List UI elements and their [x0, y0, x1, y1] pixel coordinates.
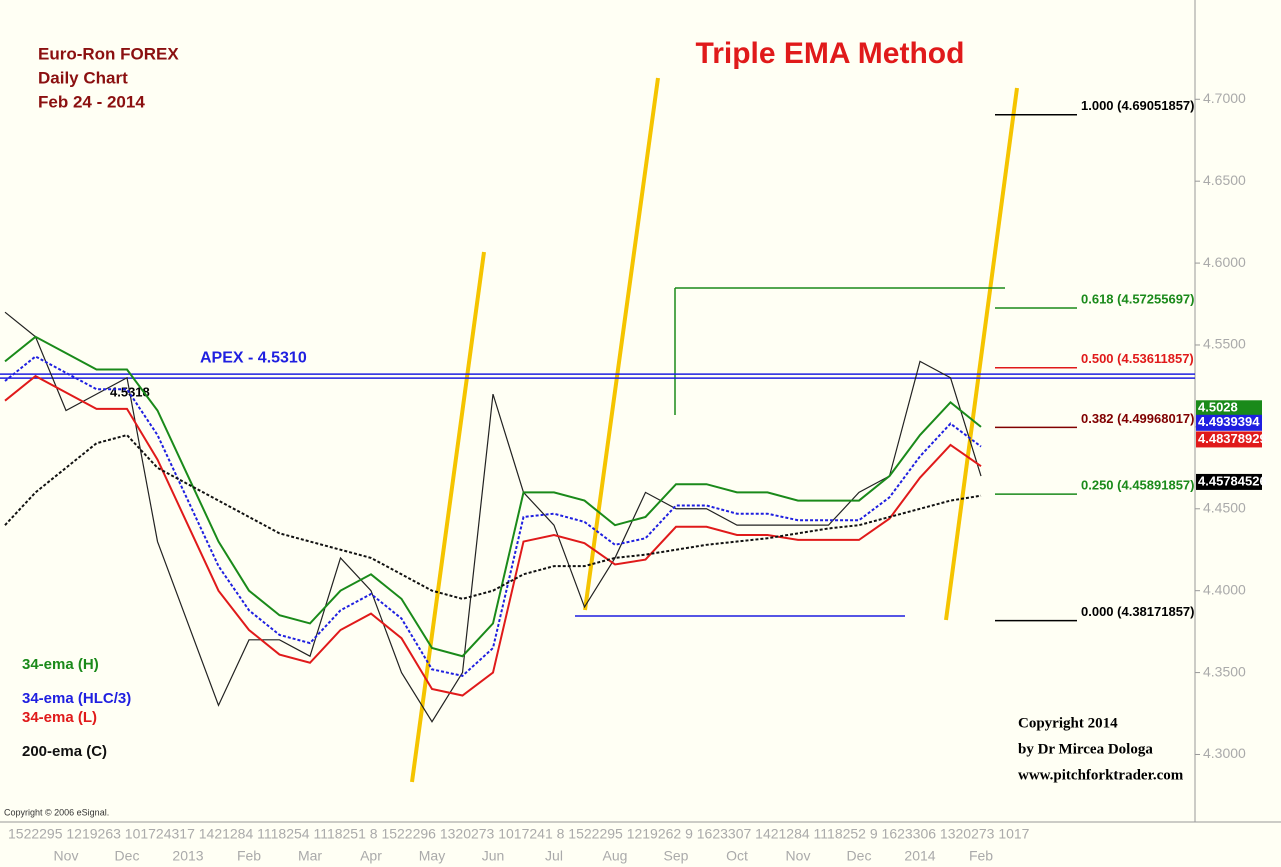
x-tick-label: Feb: [237, 848, 261, 864]
subtitle: Euro-Ron FOREX: [38, 44, 179, 63]
copyright: www.pitchforktrader.com: [1018, 767, 1184, 783]
y-tick-label: 4.6500: [1203, 172, 1246, 188]
fib-label: 0.250 (4.45891857): [1081, 478, 1194, 493]
x-tick-label: Mar: [298, 848, 322, 864]
price-line: [4, 311, 982, 723]
pitchfork-line: [944, 87, 1019, 621]
subtitle: Daily Chart: [38, 68, 128, 87]
y-tick-label: 4.4500: [1203, 499, 1246, 515]
price-label-box: [1196, 473, 1262, 490]
copyright: by Dr Mircea Dologa: [1018, 741, 1153, 757]
legend-entry: 34-ema (HLC/3): [22, 690, 131, 707]
price-label: 4.45784526: [1198, 473, 1267, 488]
legend-entry: 34-ema (L): [22, 709, 97, 726]
x-tick-label: Apr: [360, 848, 382, 864]
source: Copyright © 2006 eSignal.: [4, 807, 109, 817]
price-label: 4.48378929: [1198, 431, 1267, 446]
legend-entry: 34-ema (H): [22, 656, 99, 673]
x-tick-label: 2013: [172, 848, 203, 864]
day-row: 1522295 1219263 101724317 1421284 111825…: [8, 826, 1030, 842]
pitchfork-lines: [410, 77, 1019, 783]
price-label: 4.5028: [1198, 400, 1238, 415]
subtitle: Feb 24 - 2014: [38, 92, 145, 111]
y-tick-label: 4.3000: [1203, 745, 1246, 761]
ema-line: [4, 374, 982, 697]
x-tick-label: Nov: [54, 848, 79, 864]
y-tick-label: 4.6000: [1203, 254, 1246, 270]
fib-label: 0.382 (4.49968017): [1081, 411, 1194, 426]
x-tick-label: Aug: [603, 848, 628, 864]
x-tick-label: Nov: [786, 848, 811, 864]
pitchfork-line: [410, 251, 486, 783]
fib-label: 0.000 (4.38171857): [1081, 604, 1194, 619]
x-tick-label: Oct: [726, 848, 748, 864]
x-tick-label: Jul: [545, 848, 563, 864]
y-tick-label: 4.5500: [1203, 336, 1246, 352]
x-tick-label: Dec: [115, 848, 140, 864]
apex-label: APEX - 4.5310: [200, 349, 307, 366]
fib-label: 1.000 (4.69051857): [1081, 98, 1194, 113]
x-tick-label: Dec: [847, 848, 872, 864]
price-label-box: [1196, 414, 1262, 431]
x-tick-label: Sep: [664, 848, 689, 864]
y-tick-label: 4.7000: [1203, 90, 1246, 106]
x-tick-label: Feb: [969, 848, 993, 864]
ema-line: [4, 433, 982, 600]
y-tick-label: 4.4000: [1203, 581, 1246, 597]
y-tick-label: 4.3500: [1203, 663, 1246, 679]
price-label-box: [1196, 400, 1262, 417]
legend-entry: 200-ema (C): [22, 743, 107, 760]
fib-label: 0.618 (4.57255697): [1081, 291, 1194, 306]
x-tick-label: May: [419, 848, 445, 864]
ema-line: [4, 335, 982, 658]
x-tick-label: Jun: [482, 848, 505, 864]
pitchfork-line: [583, 77, 660, 611]
fib-label: 0.500 (4.53611857): [1081, 351, 1194, 366]
price-label-box: [1196, 431, 1262, 448]
x-tick-label: 2014: [904, 848, 935, 864]
copyright: Copyright 2014: [1018, 715, 1118, 731]
chart-title: Triple EMA Method: [696, 37, 965, 70]
price-label: 4.4939394: [1198, 414, 1260, 429]
